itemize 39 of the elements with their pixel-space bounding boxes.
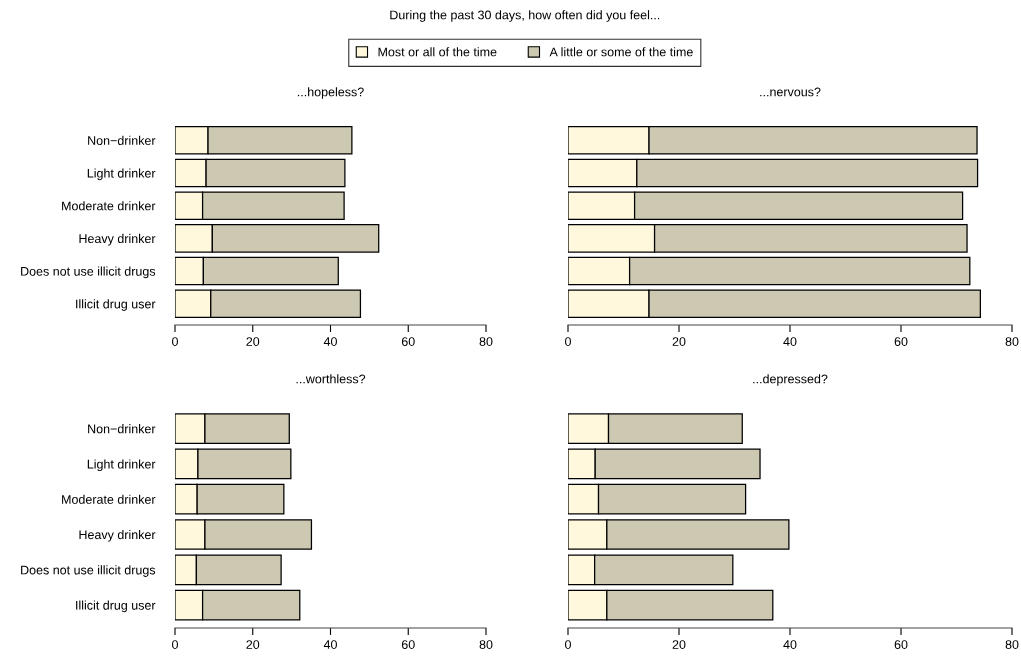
x-tick-label: 80 bbox=[1005, 640, 1019, 649]
y-tick-label: Does not use illicit drugs bbox=[21, 266, 156, 279]
y-tick-label: Does not use illicit drugs bbox=[21, 565, 156, 577]
y-tick-label: Heavy drinker bbox=[79, 529, 156, 542]
x-tick-label: 80 bbox=[479, 337, 493, 346]
y-tick-label: Non−drinker bbox=[88, 135, 156, 145]
x-tick-label: 20 bbox=[246, 640, 260, 649]
chart-title: ...nervous? bbox=[760, 87, 821, 97]
y-tick-label: Illicit drug user bbox=[76, 299, 156, 311]
x-tick-label: 60 bbox=[401, 337, 415, 346]
text: During the past 30 days, how often did you feel... bbox=[390, 10, 660, 22]
x-tick-label: 20 bbox=[672, 640, 686, 649]
y-tick-label: Moderate drinker bbox=[62, 201, 156, 211]
y-tick-label: Light drinker bbox=[87, 459, 156, 472]
x-tick-label: 0 bbox=[565, 337, 571, 346]
x-tick-label: 20 bbox=[672, 337, 686, 346]
chart-title: ...hopeless? bbox=[297, 87, 364, 99]
x-tick-label: 0 bbox=[565, 640, 571, 649]
y-tick-label: Moderate drinker bbox=[62, 494, 156, 504]
x-tick-label: 60 bbox=[401, 640, 415, 649]
x-tick-label: 40 bbox=[783, 337, 797, 346]
chart-title: ...depressed? bbox=[753, 374, 828, 386]
x-tick-label: 40 bbox=[323, 640, 337, 649]
x-tick-label: 0 bbox=[172, 640, 178, 649]
y-tick-label: Light drinker bbox=[87, 168, 156, 181]
y-tick-label: Heavy drinker bbox=[79, 233, 156, 246]
x-tick-label: 40 bbox=[783, 640, 797, 649]
x-tick-label: 40 bbox=[323, 337, 337, 346]
legend-label: Most or all of the time bbox=[378, 47, 497, 57]
y-tick-label: Non−drinker bbox=[88, 424, 156, 434]
x-tick-label: 80 bbox=[1005, 337, 1019, 346]
x-tick-label: 0 bbox=[172, 337, 178, 346]
x-tick-label: 20 bbox=[246, 337, 260, 346]
x-tick-label: 80 bbox=[479, 640, 493, 649]
legend-label: A little or some of the time bbox=[549, 47, 693, 57]
chart-title: ...worthless? bbox=[296, 374, 366, 384]
x-tick-label: 60 bbox=[894, 640, 908, 649]
x-tick-label: 60 bbox=[894, 337, 908, 346]
y-tick-label: Illicit drug user bbox=[76, 600, 156, 613]
